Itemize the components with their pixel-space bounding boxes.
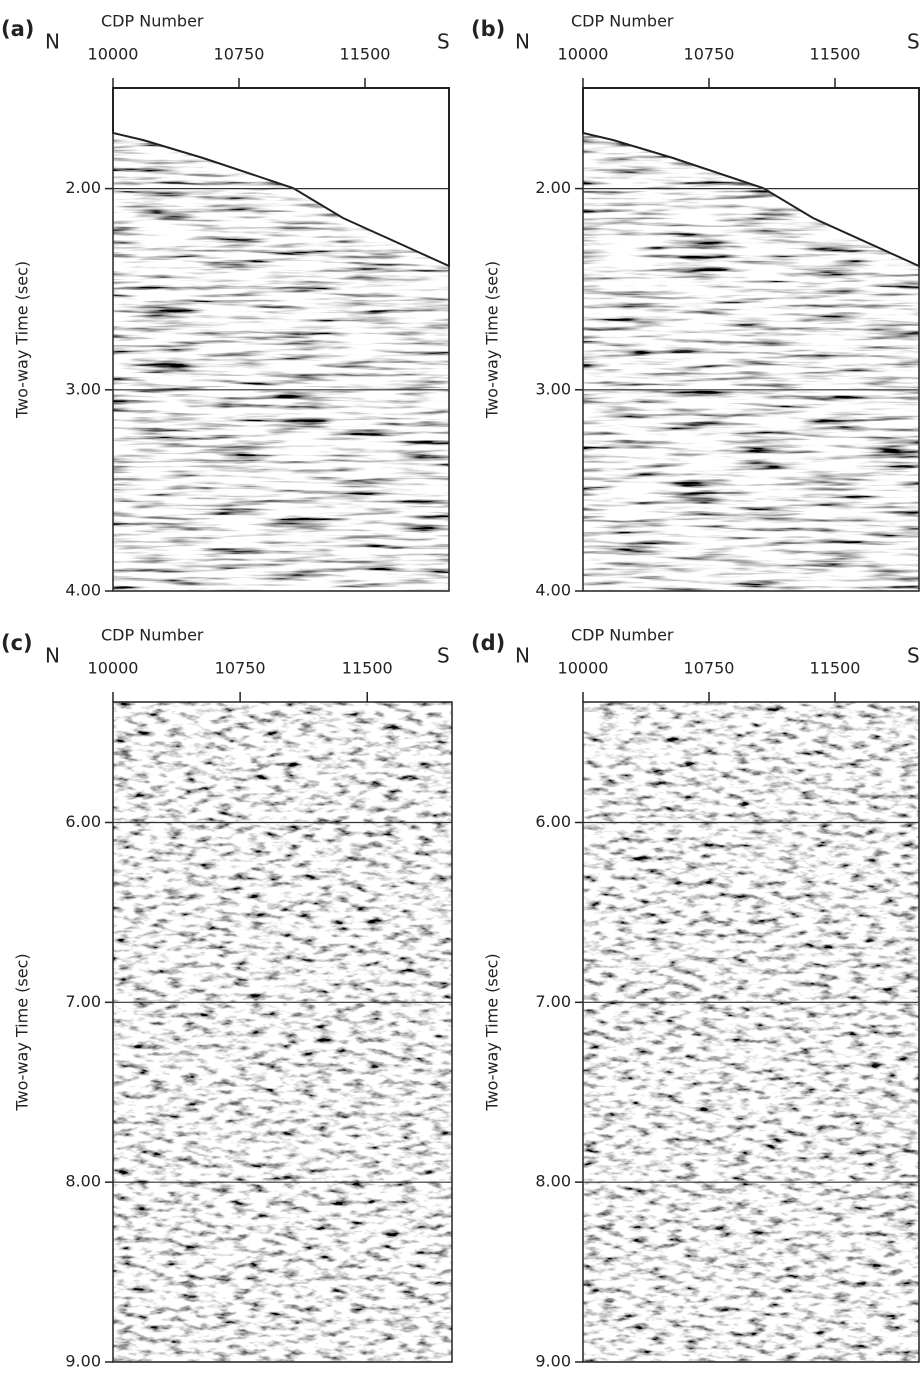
x-axis-label: CDP Number bbox=[571, 12, 674, 31]
right-direction: S bbox=[907, 644, 920, 668]
panel-label: (c) bbox=[1, 631, 33, 655]
x-axis-label: CDP Number bbox=[101, 12, 204, 31]
right-direction: S bbox=[437, 644, 450, 668]
y-tick-label: 6.00 bbox=[65, 812, 101, 831]
x-tick-label: 10000 bbox=[88, 659, 139, 678]
y-tick-label: 3.00 bbox=[65, 379, 101, 398]
x-tick-label: 10000 bbox=[558, 45, 609, 64]
y-axis-label: Two-way Time (sec) bbox=[483, 953, 502, 1111]
left-direction: N bbox=[45, 644, 60, 668]
x-tick-label: 10750 bbox=[214, 45, 265, 64]
x-tick-label: 11500 bbox=[340, 45, 391, 64]
x-tick-label: 11500 bbox=[342, 659, 393, 678]
y-tick-label: 6.00 bbox=[535, 812, 571, 831]
y-axis-label: Two-way Time (sec) bbox=[13, 953, 32, 1111]
y-tick-label: 7.00 bbox=[535, 992, 571, 1011]
x-tick-label: 10750 bbox=[684, 45, 735, 64]
x-tick-label: 11500 bbox=[810, 45, 861, 64]
right-direction: S bbox=[437, 30, 450, 54]
y-tick-label: 8.00 bbox=[535, 1172, 571, 1191]
y-tick-label: 2.00 bbox=[65, 178, 101, 197]
left-direction: N bbox=[515, 644, 530, 668]
y-tick-label: 9.00 bbox=[65, 1352, 101, 1371]
x-axis-label: CDP Number bbox=[571, 626, 674, 645]
x-tick-label: 10750 bbox=[684, 659, 735, 678]
panel-label: (a) bbox=[1, 17, 34, 41]
x-tick-label: 10000 bbox=[88, 45, 139, 64]
right-direction: S bbox=[907, 30, 920, 54]
y-tick-label: 4.00 bbox=[65, 581, 101, 600]
y-tick-label: 4.00 bbox=[535, 581, 571, 600]
seismic-image bbox=[113, 702, 452, 1362]
x-tick-label: 10000 bbox=[558, 659, 609, 678]
x-axis-label: CDP Number bbox=[101, 626, 204, 645]
y-axis-label: Two-way Time (sec) bbox=[13, 261, 32, 419]
y-tick-label: 9.00 bbox=[535, 1352, 571, 1371]
y-tick-label: 2.00 bbox=[535, 178, 571, 197]
left-direction: N bbox=[515, 30, 530, 54]
panel-label: (b) bbox=[471, 17, 505, 41]
y-tick-label: 8.00 bbox=[65, 1172, 101, 1191]
x-tick-label: 10750 bbox=[215, 659, 266, 678]
x-tick-label: 11500 bbox=[810, 659, 861, 678]
y-tick-label: 3.00 bbox=[535, 379, 571, 398]
panel-label: (d) bbox=[471, 631, 505, 655]
y-axis-label: Two-way Time (sec) bbox=[483, 261, 502, 419]
seismic-image bbox=[583, 702, 919, 1362]
left-direction: N bbox=[45, 30, 60, 54]
y-tick-label: 7.00 bbox=[65, 992, 101, 1011]
